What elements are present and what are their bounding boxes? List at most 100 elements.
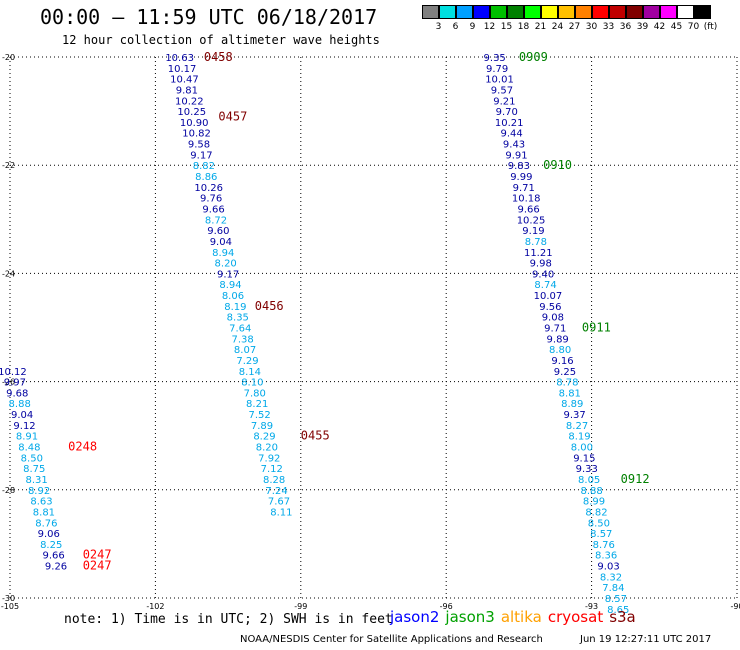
wave-height-value: 8.14 <box>239 367 261 378</box>
wave-height-value: 10.25 <box>177 107 206 118</box>
color-swatch <box>439 5 456 19</box>
wave-height-value: 9.04 <box>11 410 33 421</box>
wave-height-value: 8.50 <box>588 518 610 529</box>
wave-height-value: 8.57 <box>605 594 627 605</box>
wave-height-value: 7.12 <box>261 464 283 475</box>
wave-height-value: 8.31 <box>26 475 48 486</box>
wave-height-value: 8.76 <box>35 518 57 529</box>
wave-height-value: 9.12 <box>13 421 35 432</box>
wave-height-value: 9.97 <box>4 378 26 389</box>
color-scale-label: 6 <box>452 22 459 32</box>
lat-tick-label: -22 <box>2 161 15 170</box>
color-swatch <box>422 5 439 19</box>
satellite-legend: jason2 jason3 altika cryosat s3a <box>390 608 642 626</box>
wave-height-value: 10.01 <box>485 75 514 86</box>
wave-height-value: 7.80 <box>244 388 266 399</box>
wave-height-value: 9.58 <box>188 140 210 151</box>
wave-height-value: 9.56 <box>539 302 561 313</box>
wave-height-value: 10.21 <box>495 118 524 129</box>
pass-time-label: 0247 <box>83 559 112 573</box>
wave-height-value: 10.18 <box>512 194 541 205</box>
wave-height-value: 8.86 <box>195 172 217 183</box>
color-scale-label: 39 <box>636 22 649 32</box>
color-swatch <box>609 5 626 19</box>
generation-timestamp: Jun 19 12:27:11 UTC 2017 <box>580 634 712 645</box>
pass-time-label: 0456 <box>255 299 284 313</box>
color-scale-label: 36 <box>619 22 632 32</box>
lon-tick-label: -93 <box>585 602 598 611</box>
wave-height-value: 9.16 <box>551 356 573 367</box>
wave-height-value: 9.66 <box>517 204 539 215</box>
wave-height-value: 8.48 <box>18 443 40 454</box>
wave-height-value: 8.29 <box>253 432 275 443</box>
color-swatch <box>507 5 524 19</box>
wave-height-value: 9.66 <box>202 204 224 215</box>
color-swatch <box>490 5 507 19</box>
wave-height-value: 9.17 <box>217 269 239 280</box>
wave-height-value: 8.82 <box>193 161 215 172</box>
color-swatch <box>677 5 694 19</box>
wave-height-value: 8.82 <box>585 507 607 518</box>
wave-height-value: 8.21 <box>246 399 268 410</box>
wave-height-value: 8.65 <box>607 605 629 616</box>
legend-item-jason3: jason3 <box>445 608 495 626</box>
wave-height-value: 10.07 <box>534 291 563 302</box>
color-swatch <box>626 5 643 19</box>
color-swatch <box>575 5 592 19</box>
wave-height-value: 9.98 <box>530 259 552 270</box>
wave-height-value: 8.20 <box>256 443 278 454</box>
legend-item-cryosat: cryosat <box>547 608 604 626</box>
wave-height-value: 8.81 <box>33 507 55 518</box>
color-swatch <box>592 5 609 19</box>
wave-height-value: 10.22 <box>175 96 204 107</box>
wave-height-value: 7.24 <box>265 486 287 497</box>
color-swatch <box>694 5 711 19</box>
wave-height-value: 8.89 <box>561 399 583 410</box>
wave-height-value: 8.36 <box>595 551 617 562</box>
wave-height-value: 8.76 <box>593 540 615 551</box>
wave-height-value: 9.08 <box>542 313 564 324</box>
wave-height-value: 8.80 <box>549 345 571 356</box>
pass-time-label: 0912 <box>621 472 650 486</box>
wave-height-value: 7.64 <box>229 324 251 335</box>
legend-item-altika: altika <box>500 608 542 626</box>
wave-height-value: 9.40 <box>532 269 554 280</box>
legend-item-jason2: jason2 <box>390 608 440 626</box>
color-scale-label: 30 <box>585 22 598 32</box>
wave-height-value: 7.84 <box>602 583 624 594</box>
color-scale-label: 12 <box>483 22 496 32</box>
wave-height-value: 9.91 <box>505 150 527 161</box>
wave-height-value: 9.79 <box>486 64 508 75</box>
lon-tick-label: -105 <box>1 602 19 611</box>
wave-height-value: 8.94 <box>212 248 234 259</box>
lon-tick-label: -96 <box>440 602 453 611</box>
note-text: note: 1) Time is in UTC; 2) SWH is in fe… <box>64 612 393 627</box>
wave-height-value: 8.27 <box>566 421 588 432</box>
wave-height-value: 9.68 <box>6 388 28 399</box>
pass-time-label: 0457 <box>218 110 247 124</box>
pass-time-label: 0455 <box>301 429 330 443</box>
lon-tick-label: -99 <box>294 602 307 611</box>
wave-height-value: 9.71 <box>544 324 566 335</box>
color-scale-label: 3 <box>435 22 442 32</box>
color-scale-label: 70 <box>687 22 700 32</box>
wave-height-value: 8.05 <box>578 475 600 486</box>
wave-height-value: 10.90 <box>180 118 209 129</box>
wave-height-value: 8.10 <box>241 378 263 389</box>
wave-height-value: 8.35 <box>227 313 249 324</box>
color-scale-label: 42 <box>653 22 666 32</box>
wave-height-value: 9.33 <box>576 464 598 475</box>
wave-height-value: 8.11 <box>270 507 292 518</box>
credit-text: NOAA/NESDIS Center for Satellite Applica… <box>240 634 543 645</box>
wave-height-value: 8.94 <box>219 280 241 291</box>
wave-height-value: 9.70 <box>496 107 518 118</box>
wave-height-value: 10.82 <box>182 129 211 140</box>
wave-height-value: 8.20 <box>215 259 237 270</box>
map-title: 00:00 – 11:59 UTC 06/18/2017 <box>40 5 378 29</box>
wave-height-value: 10.63 <box>165 53 194 64</box>
lon-tick-label: -102 <box>146 602 164 611</box>
wave-height-value: 8.28 <box>263 475 285 486</box>
legend-item-s3a: s3a <box>609 608 636 626</box>
wave-height-value: 9.06 <box>38 529 60 540</box>
